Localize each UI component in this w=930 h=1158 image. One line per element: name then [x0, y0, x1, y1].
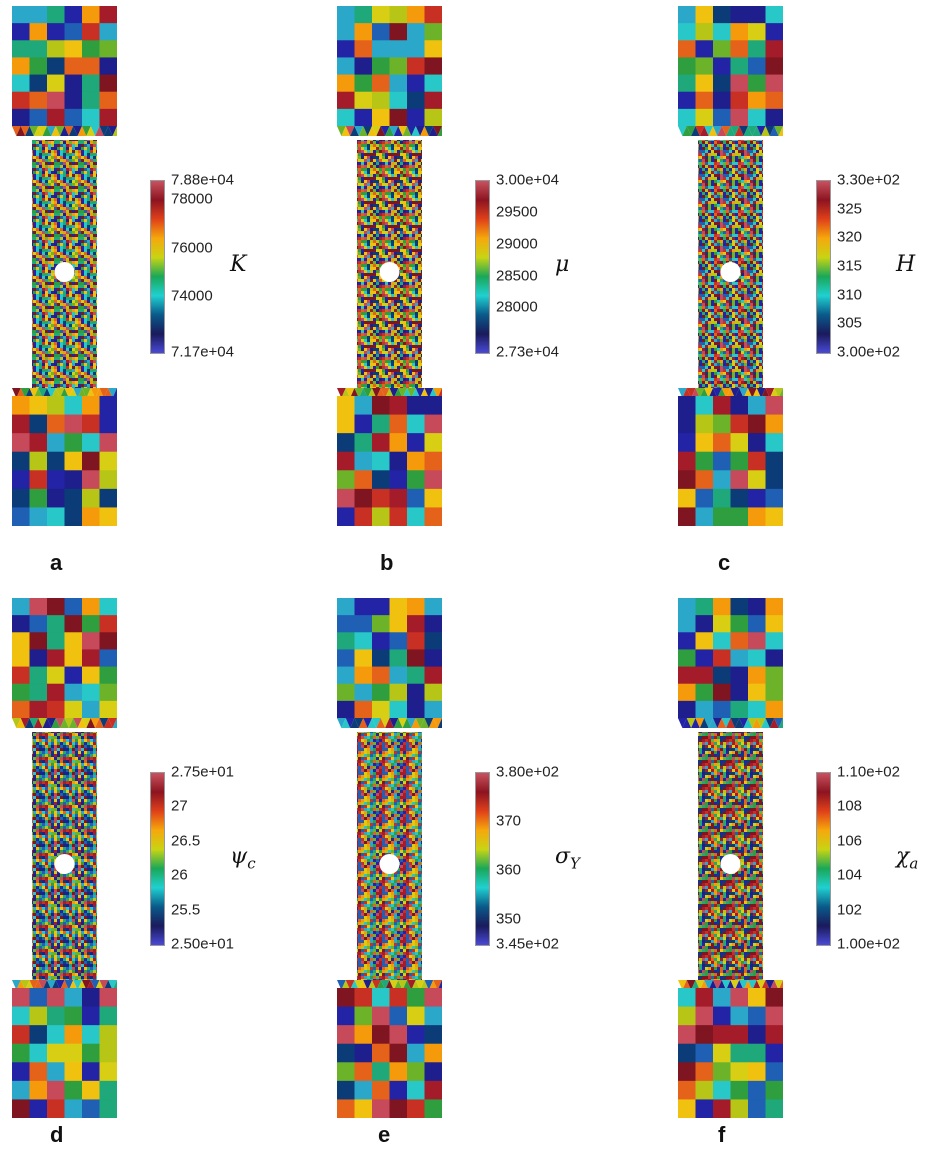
- variable-symbol: χa: [896, 844, 918, 872]
- colorbar-tick-label: 370: [496, 812, 522, 830]
- colorbar-tick-label: 27: [171, 797, 188, 815]
- colorbar-tick-label: 7.17e+04: [171, 343, 234, 361]
- colorbar-tick-label: 2.75e+01: [171, 763, 234, 781]
- colorbar-tick-label: 76000: [171, 239, 213, 257]
- colorbar-tick-label: 320: [837, 228, 863, 246]
- colorbar-tick-label: 29500: [496, 203, 538, 221]
- panel-label-a: a: [50, 550, 63, 575]
- colorbar-tick-label: 78000: [171, 190, 213, 208]
- colorbar-tick-label: 3.00e+02: [837, 343, 900, 361]
- colorbar-tick-label: 28500: [496, 267, 538, 285]
- colorbar: [475, 772, 490, 946]
- panel-b: 3.00e+04 29500 29000 28500 28000 2.73e+04 μ: [337, 6, 637, 566]
- colorbar-tick-label: 305: [837, 314, 863, 332]
- symbol-main: ψ: [230, 844, 248, 869]
- symbol-main: H: [896, 252, 916, 277]
- panel-label-c: c: [718, 550, 731, 575]
- symbol-main: μ: [555, 252, 570, 277]
- colorbar: [475, 180, 490, 354]
- colorbar-tick-label: 28000: [496, 298, 538, 316]
- colorbar-tick-label: 2.50e+01: [171, 935, 234, 953]
- symbol-subscript: Y: [570, 854, 580, 873]
- symbol-subscript: a: [909, 854, 919, 873]
- colorbar-tick-label: 26: [171, 866, 188, 884]
- colorbar-tick-label: 315: [837, 257, 863, 275]
- colorbar-tick-label: 3.45e+02: [496, 935, 559, 953]
- colorbar-tick-label: 104: [837, 866, 863, 884]
- colorbar-tick-label: 310: [837, 286, 863, 304]
- colorbar-tick-label: 3.00e+04: [496, 171, 559, 189]
- variable-symbol: σY: [555, 844, 580, 872]
- symbol-main: σ: [555, 844, 571, 869]
- specimen-mesh: [337, 598, 442, 1118]
- colorbar-tick-label: 26.5: [171, 832, 201, 850]
- colorbar: [150, 180, 165, 354]
- variable-symbol: ψc: [230, 844, 256, 872]
- colorbar-tick-label: 7.88e+04: [171, 171, 234, 189]
- specimen-mesh: [678, 6, 783, 526]
- specimen-mesh: [337, 6, 442, 526]
- colorbar-tick-label: 325: [837, 200, 863, 218]
- specimen-mesh: [12, 598, 117, 1118]
- panel-d: 2.75e+01 27 26.5 26 25.5 2.50e+01 ψc: [12, 598, 312, 1158]
- panel-label-d: d: [50, 1122, 64, 1147]
- colorbar-tick-label: 108: [837, 797, 863, 815]
- colorbar-tick-label: 1.00e+02: [837, 935, 900, 953]
- colorbar-tick-label: 102: [837, 901, 863, 919]
- panel-c: 3.30e+02 325 320 315 310 305 3.00e+02 H: [678, 6, 930, 566]
- colorbar-tick-label: 2.73e+04: [496, 343, 559, 361]
- specimen-mesh: [12, 6, 117, 526]
- colorbar-tick-label: 74000: [171, 287, 213, 305]
- colorbar: [150, 772, 165, 946]
- panel-e: 3.80e+02 370 360 350 3.45e+02 σY: [337, 598, 637, 1158]
- panel-f: 1.10e+02 108 106 104 102 1.00e+02 χa: [678, 598, 930, 1158]
- colorbar-tick-label: 3.80e+02: [496, 763, 559, 781]
- variable-symbol: μ: [555, 252, 569, 277]
- variable-symbol: K: [230, 252, 246, 277]
- colorbar-tick-label: 106: [837, 832, 863, 850]
- panel-label-e: e: [378, 1122, 391, 1147]
- colorbar-tick-label: 350: [496, 910, 522, 928]
- symbol-main: K: [230, 252, 247, 277]
- symbol-main: χ: [896, 844, 910, 869]
- colorbar-tick-label: 1.10e+02: [837, 763, 900, 781]
- colorbar-tick-label: 360: [496, 861, 522, 879]
- colorbar-tick-label: 25.5: [171, 901, 201, 919]
- panel-a: 7.88e+04 78000 76000 74000 7.17e+04 K: [12, 6, 312, 566]
- colorbar-tick-label: 3.30e+02: [837, 171, 900, 189]
- colorbar-tick-label: 29000: [496, 235, 538, 253]
- symbol-subscript: c: [247, 854, 256, 873]
- variable-symbol: H: [896, 252, 915, 277]
- panel-label-b: b: [380, 550, 394, 575]
- panel-label-f: f: [718, 1122, 726, 1147]
- colorbar: [816, 180, 831, 354]
- colorbar: [816, 772, 831, 946]
- specimen-mesh: [678, 598, 783, 1118]
